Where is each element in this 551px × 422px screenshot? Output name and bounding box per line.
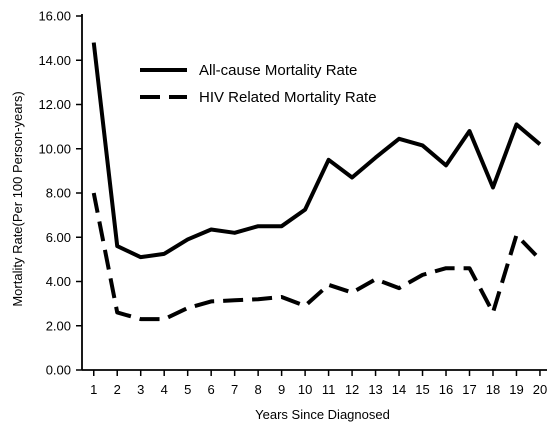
data-point [350,291,354,295]
legend-label-hiv-related: HIV Related Mortality Rate [199,89,377,106]
y-tick-label: 4.00 [46,274,71,289]
x-tick-label: 18 [486,382,500,397]
data-point [538,257,542,261]
x-tick-label: 1 [90,382,97,397]
x-tick-label: 3 [137,382,144,397]
x-tick-label: 13 [368,382,382,397]
x-tick-label: 15 [415,382,429,397]
y-tick-label: 0.00 [46,363,71,378]
x-tick-label: 4 [161,382,168,397]
x-tick-label: 19 [509,382,523,397]
y-tick-label: 14.00 [38,53,71,68]
x-tick-label: 14 [392,382,406,397]
y-axis-title: Mortality Rate(Per 100 Person-years) [10,91,25,306]
x-tick-label: 5 [184,382,191,397]
series-line-all-cause [91,42,542,260]
data-point [374,277,378,281]
x-tick-label: 17 [462,382,476,397]
y-tick-label: 16.00 [38,9,71,24]
x-tick-label: 8 [255,382,262,397]
x-tick-label: 2 [114,382,121,397]
y-tick-label: 12.00 [38,97,71,112]
data-point [162,317,166,321]
legend-label-all-cause: All-cause Mortality Rate [199,62,357,79]
x-ticks: 1 2 3 4 5 6 7 8 9 10 11 12 13 14 15 16 17 18 19 20 [90,370,547,397]
x-tick-label: 10 [298,382,312,397]
x-tick-label: 16 [439,382,453,397]
legend: All-cause Mortality Rate HIV Related Mor… [140,62,377,106]
y-tick-label: 8.00 [46,186,71,201]
x-tick-label: 20 [533,382,547,397]
x-tick-label: 9 [278,382,285,397]
series-layer [91,42,542,322]
x-tick-label: 11 [322,382,336,397]
y-tick-label: 10.00 [38,141,71,156]
x-tick-label: 12 [345,382,359,397]
x-tick-label: 7 [231,382,238,397]
x-axis-title: Years Since Diagnosed [255,407,390,422]
y-ticks: 0.00 2.00 4.00 6.00 8.00 10.00 12.00 14.00 16.00 [38,9,82,378]
y-tick-label: 2.00 [46,318,71,333]
x-tick-label: 6 [208,382,215,397]
series-line-hiv-related [91,192,542,322]
y-tick-label: 6.00 [46,230,71,245]
data-point [491,310,495,314]
data-point [303,304,307,308]
